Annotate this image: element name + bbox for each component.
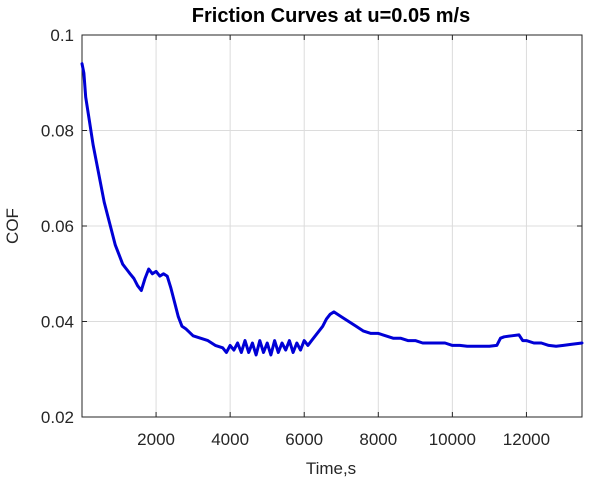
series-layer [80, 62, 584, 357]
x-tick-label: 2000 [137, 430, 175, 449]
chart-title: Friction Curves at u=0.05 m/s [192, 5, 470, 27]
y-tick-label: 0.1 [50, 26, 74, 45]
y-tick-label: 0.02 [41, 408, 74, 427]
x-tick-label: 10000 [429, 430, 476, 449]
y-tick-label: 0.06 [41, 217, 74, 236]
x-tick-label: 6000 [285, 430, 323, 449]
x-axis-label: Time,s [306, 459, 356, 478]
y-tick-label: 0.04 [41, 313, 74, 332]
y-tick-label: 0.08 [41, 122, 74, 141]
x-tick-label: 12000 [503, 430, 550, 449]
grid [82, 34, 582, 418]
x-tick-label: 8000 [359, 430, 397, 449]
series-line [80, 62, 584, 357]
y-axis-label: COF [3, 208, 22, 244]
x-tick-label: 4000 [211, 430, 249, 449]
axis-ticks: 2000 4000 6000 8000 10000 12000 0.02 0.04 0.06 0.… [41, 26, 582, 449]
